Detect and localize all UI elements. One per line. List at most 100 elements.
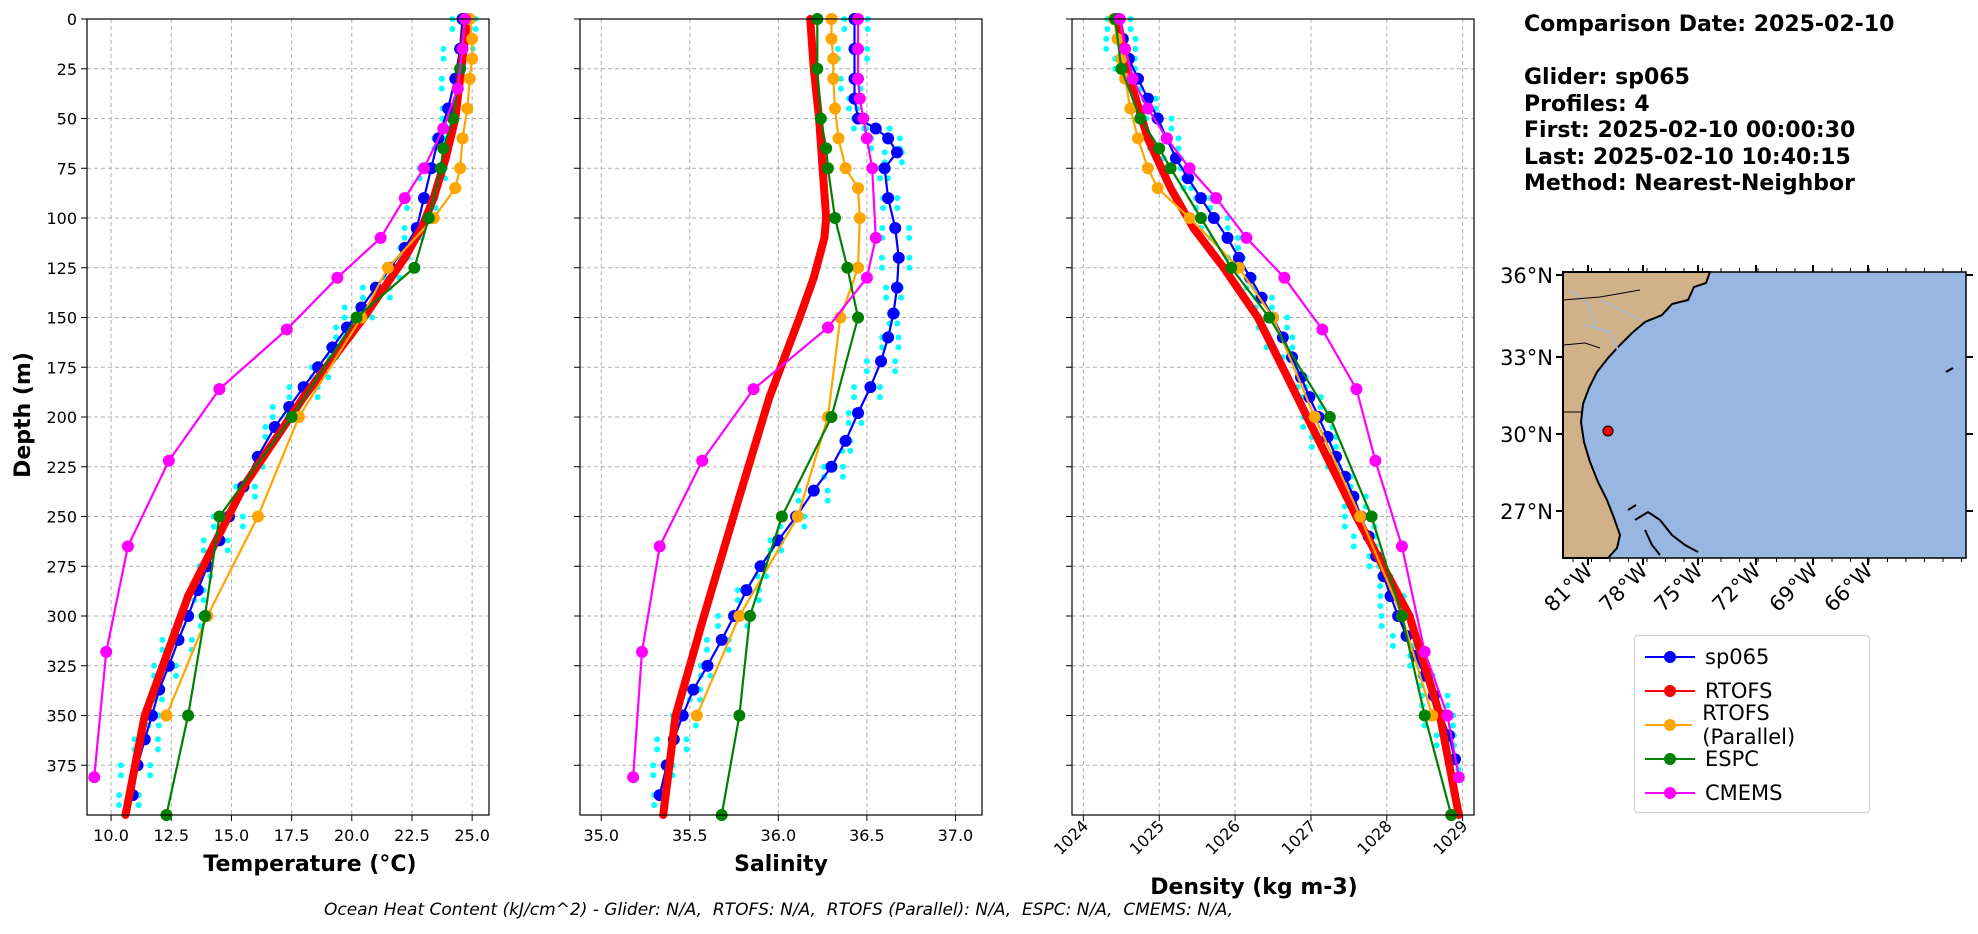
glider-profile-point — [837, 75, 844, 82]
glider-profile-point — [864, 25, 871, 32]
data-point — [446, 112, 459, 125]
glider-profile-point — [1407, 662, 1414, 669]
x-tick-label: 15.0 — [214, 826, 250, 845]
data-point — [1365, 510, 1378, 523]
glider-profile-point — [1389, 632, 1396, 639]
data-point — [699, 612, 708, 620]
data-point — [434, 162, 447, 175]
glider-profile-point — [1289, 344, 1296, 351]
glider-profile-point — [239, 513, 246, 520]
data-point — [852, 42, 865, 55]
map-frame — [1562, 271, 1967, 559]
data-point — [687, 683, 700, 696]
profile-count: Profiles: 4 — [1524, 91, 1650, 117]
glider-profile-point — [116, 802, 123, 809]
glider-profile-point — [1378, 613, 1385, 619]
data-point — [463, 72, 476, 85]
y-tick-label: 25 — [57, 60, 77, 79]
data-point — [280, 323, 293, 336]
data-point — [839, 434, 852, 447]
glider-profile-point — [1127, 25, 1134, 32]
x-tick-label: 12.5 — [153, 826, 189, 845]
data-point — [635, 645, 648, 658]
data-point — [853, 92, 866, 105]
glider-profile-point — [438, 85, 445, 92]
data-point — [740, 584, 753, 597]
data-point — [671, 711, 680, 720]
glider-profile-point — [159, 636, 166, 643]
x-tick-label: 1029 — [1429, 816, 1471, 858]
glider-profile-point — [707, 672, 714, 679]
data-point — [627, 771, 640, 784]
data-point — [1151, 182, 1164, 195]
glider-profile-point — [847, 447, 854, 454]
data-point — [1141, 162, 1154, 175]
data-point — [437, 142, 450, 155]
data-point — [653, 540, 666, 553]
data-point — [1207, 212, 1220, 224]
glider-profile-point — [1104, 25, 1111, 32]
y-tick-label: 50 — [57, 110, 77, 129]
data-point — [1221, 231, 1234, 244]
glider-profile-point — [188, 636, 195, 643]
data-point — [213, 383, 226, 396]
glider-profile-point — [200, 597, 207, 604]
data-point — [1166, 184, 1175, 193]
data-point — [814, 112, 827, 125]
glider-name: Glider: sp065 — [1524, 65, 1690, 90]
glider-profile-point — [151, 662, 158, 669]
data-point — [852, 72, 865, 85]
data-point — [857, 112, 870, 125]
glider-profile-point — [801, 523, 808, 530]
glider-profile-point — [117, 762, 124, 769]
map-rivers — [1569, 289, 1641, 351]
comparison-info: Comparison Date: 2025-02-10 Glider: sp06… — [1524, 12, 1894, 198]
data-point — [1441, 709, 1454, 722]
data-point — [852, 407, 865, 420]
map-lat-label: 36°N — [1500, 264, 1553, 288]
data-point — [466, 52, 479, 65]
data-point — [825, 32, 838, 45]
glider-profile-point — [1132, 35, 1139, 42]
data-point — [696, 454, 709, 467]
glider-profile-point — [154, 736, 161, 743]
interpolation-method: Method: Nearest-Neighbor — [1524, 171, 1855, 196]
glider-profile-point — [147, 762, 154, 769]
glider-profile-point — [892, 358, 899, 365]
data-point — [1418, 709, 1431, 722]
data-point — [1183, 212, 1196, 224]
data-point — [887, 307, 900, 320]
data-point — [822, 214, 831, 222]
data-point — [882, 192, 895, 205]
map-lon-label: 78°W — [1595, 558, 1653, 616]
x-tick-label: 17.5 — [274, 826, 310, 845]
data-point — [820, 142, 833, 155]
map-lat-label: 27°N — [1500, 500, 1553, 524]
glider-profile-point — [1268, 294, 1275, 301]
data-point — [733, 709, 746, 722]
x-tick-label: 10.0 — [93, 826, 129, 845]
glider-profile-point — [895, 334, 902, 341]
x-tick-label: 25.0 — [454, 826, 490, 845]
data-point — [100, 645, 113, 658]
data-point — [160, 709, 173, 722]
data-point — [1143, 134, 1152, 143]
glider-profile-point — [341, 314, 348, 321]
data-point — [701, 659, 714, 672]
glider-profile-point — [172, 672, 179, 679]
glider-profile-point — [879, 224, 886, 231]
glider-profile-point — [135, 802, 142, 809]
glider-profile-point — [1377, 593, 1384, 600]
data-point — [1395, 540, 1408, 553]
x-tick-label: 20.0 — [334, 826, 370, 845]
data-point — [1350, 383, 1363, 396]
data-point — [456, 42, 469, 55]
data-point — [1194, 212, 1207, 224]
glider-profile-point — [116, 792, 123, 799]
glider-profile-point — [881, 149, 888, 156]
glider-profile-point — [906, 234, 913, 241]
data-point — [832, 132, 845, 145]
data-point — [852, 311, 865, 324]
data-point — [882, 331, 895, 344]
data-point — [747, 383, 760, 396]
